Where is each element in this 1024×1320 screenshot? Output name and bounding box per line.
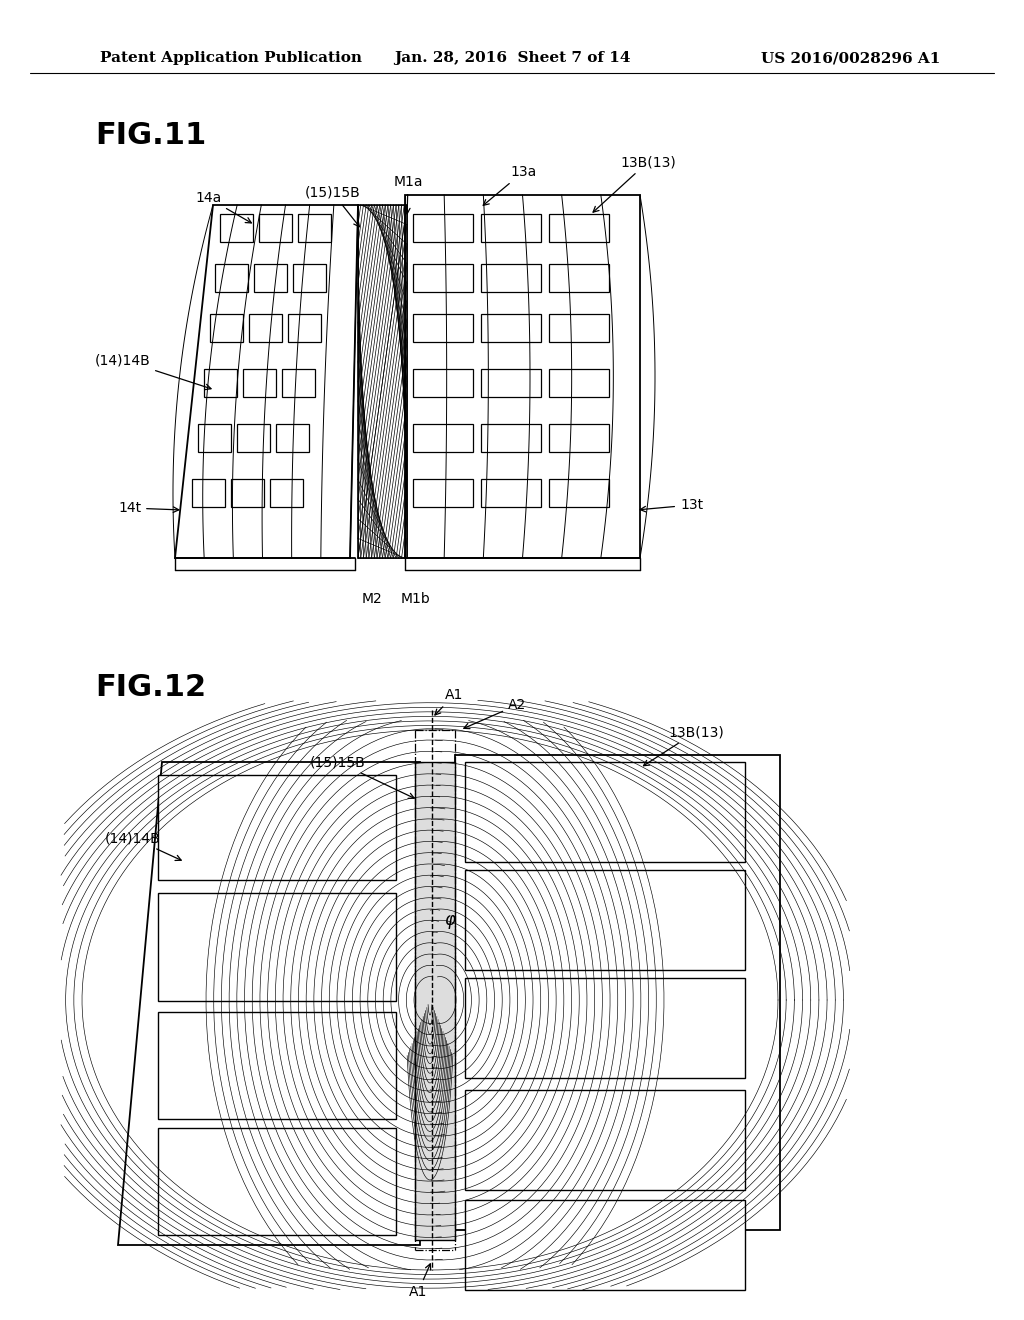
Text: (15)15B: (15)15B [310, 755, 415, 799]
Text: A2: A2 [464, 698, 526, 729]
Bar [158, 1129, 396, 1236]
Bar [191, 479, 225, 507]
Bar [465, 1200, 745, 1290]
Bar [465, 1090, 745, 1191]
Text: FIG.11: FIG.11 [95, 120, 206, 149]
Bar [198, 424, 230, 451]
Bar [465, 870, 745, 970]
Text: Patent Application Publication: Patent Application Publication [100, 51, 362, 65]
Bar [481, 370, 541, 397]
Bar [549, 264, 609, 292]
Text: φ: φ [444, 911, 456, 929]
Bar [413, 370, 473, 397]
Bar [259, 214, 293, 242]
Bar [158, 894, 396, 1001]
Bar [270, 479, 303, 507]
Bar [481, 479, 541, 507]
Text: 13B(13): 13B(13) [643, 725, 724, 766]
Bar [465, 762, 745, 862]
Bar [293, 264, 326, 292]
Bar [549, 370, 609, 397]
Bar [549, 479, 609, 507]
Bar [415, 762, 455, 1239]
Bar [220, 214, 254, 242]
Bar [204, 370, 237, 397]
Text: M2: M2 [361, 591, 382, 606]
Bar [549, 424, 609, 451]
Text: Jan. 28, 2016  Sheet 7 of 14: Jan. 28, 2016 Sheet 7 of 14 [394, 51, 630, 65]
Text: US 2016/0028296 A1: US 2016/0028296 A1 [761, 51, 940, 65]
Text: FIG.12: FIG.12 [95, 673, 206, 702]
Bar [413, 424, 473, 451]
Bar [288, 314, 321, 342]
Text: 13B(13): 13B(13) [593, 154, 676, 213]
Text: 14a: 14a [195, 191, 251, 223]
Polygon shape [118, 762, 420, 1245]
Bar [210, 314, 243, 342]
Text: A1: A1 [435, 688, 464, 715]
Bar [254, 264, 287, 292]
Bar [158, 775, 396, 880]
Polygon shape [455, 755, 780, 1230]
Bar [549, 314, 609, 342]
Bar [481, 314, 541, 342]
Bar [249, 314, 282, 342]
Bar [237, 424, 270, 451]
Bar [158, 1012, 396, 1119]
Bar [413, 314, 473, 342]
Bar [298, 214, 332, 242]
Text: 14t: 14t [118, 502, 179, 515]
Bar [481, 424, 541, 451]
Bar [465, 978, 745, 1078]
Bar [549, 214, 609, 242]
Text: (14)14B: (14)14B [95, 352, 211, 389]
Bar [481, 264, 541, 292]
Bar [243, 370, 275, 397]
Text: 13t: 13t [640, 498, 703, 512]
Text: (14)14B: (14)14B [105, 832, 181, 861]
Bar [275, 424, 309, 451]
Bar [282, 370, 314, 397]
Text: (15)15B: (15)15B [305, 186, 360, 227]
Bar [231, 479, 264, 507]
Bar [215, 264, 248, 292]
Bar [413, 214, 473, 242]
Bar [413, 264, 473, 292]
Text: M1a: M1a [393, 176, 423, 214]
Bar [413, 479, 473, 507]
Bar [481, 214, 541, 242]
Text: 13a: 13a [483, 165, 537, 206]
Text: M1b: M1b [400, 591, 430, 606]
Text: A1: A1 [409, 1263, 431, 1299]
